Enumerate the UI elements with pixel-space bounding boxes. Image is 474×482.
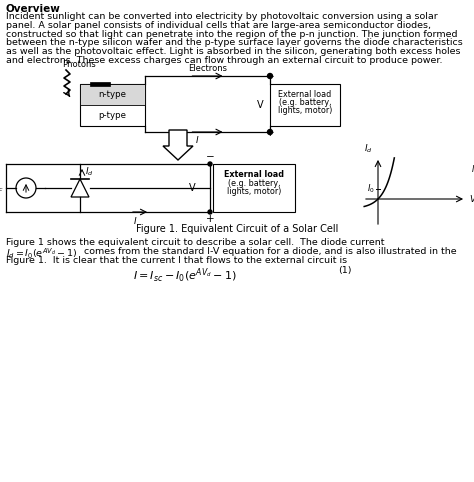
Text: V: V <box>257 100 264 110</box>
Circle shape <box>208 162 212 166</box>
Text: Incident sunlight can be converted into electricity by photovoltaic conversion u: Incident sunlight can be converted into … <box>6 12 438 21</box>
Text: as well as the photovoltaic effect. Light is absorbed in the silicon, generating: as well as the photovoltaic effect. Ligh… <box>6 47 461 56</box>
Bar <box>80 84 145 105</box>
Text: Electrons: Electrons <box>188 64 227 73</box>
Text: I: I <box>196 136 199 145</box>
Text: p-type: p-type <box>99 111 127 120</box>
Text: $V_d$: $V_d$ <box>469 194 474 206</box>
Text: $I_{sc}$: $I_{sc}$ <box>0 182 4 194</box>
Bar <box>270 84 340 126</box>
FancyArrow shape <box>163 130 193 160</box>
Text: Photons: Photons <box>62 60 96 69</box>
Text: +: + <box>266 128 274 138</box>
Text: $I_d$: $I_d$ <box>85 166 94 178</box>
Text: comes from the standard I-V equation for a diode, and is also illustrated in the: comes from the standard I-V equation for… <box>84 247 456 256</box>
Text: between the n-type silicon wafer and the p-type surface layer governs the diode : between the n-type silicon wafer and the… <box>6 39 463 47</box>
Text: lights, motor): lights, motor) <box>278 106 332 115</box>
Text: and electrons. These excess charges can flow through an external circuit to prod: and electrons. These excess charges can … <box>6 56 443 65</box>
Bar <box>213 164 295 212</box>
Text: $I_d = I_0(e^{AV_d}-1)$: $I_d = I_0(e^{AV_d}-1)$ <box>471 162 474 176</box>
Text: Figure 1.  It is clear that the current I that flows to the external circuit is: Figure 1. It is clear that the current I… <box>6 255 347 265</box>
Text: $I_d$: $I_d$ <box>364 143 373 155</box>
Text: (e.g. battery,: (e.g. battery, <box>228 179 280 188</box>
Text: n-type: n-type <box>99 90 127 99</box>
Text: panel. A solar panel consists of individual cells that are large-area semiconduc: panel. A solar panel consists of individ… <box>6 21 431 30</box>
Text: (1): (1) <box>338 267 352 275</box>
Text: V: V <box>189 183 195 193</box>
Text: −: − <box>265 72 274 82</box>
Text: Figure 1 shows the equivalent circuit to describe a solar cell.  The diode curre: Figure 1 shows the equivalent circuit to… <box>6 238 384 247</box>
Bar <box>80 84 145 126</box>
Text: −: − <box>206 152 214 162</box>
Text: $I = I_{sc} - I_0(e^{AV_d} - 1)$: $I = I_{sc} - I_0(e^{AV_d} - 1)$ <box>133 267 237 284</box>
Circle shape <box>267 73 273 79</box>
Circle shape <box>208 210 212 214</box>
Text: $I_d = I_0(e^{AV_d} - 1)$: $I_d = I_0(e^{AV_d} - 1)$ <box>6 247 77 261</box>
Text: +: + <box>206 214 214 224</box>
Text: $I_0$: $I_0$ <box>367 183 375 195</box>
Text: External load: External load <box>224 170 284 179</box>
Circle shape <box>267 130 273 134</box>
Text: Figure 1. Equivalent Circuit of a Solar Cell: Figure 1. Equivalent Circuit of a Solar … <box>136 224 338 234</box>
Text: Overview: Overview <box>6 4 61 14</box>
Text: (e.g. battery,: (e.g. battery, <box>279 98 331 107</box>
Bar <box>90 82 110 86</box>
Text: lights, motor): lights, motor) <box>227 187 281 196</box>
Text: I: I <box>134 217 137 226</box>
Text: constructed so that light can penetrate into the region of the p-n junction. The: constructed so that light can penetrate … <box>6 29 457 39</box>
Text: External load: External load <box>278 90 332 99</box>
